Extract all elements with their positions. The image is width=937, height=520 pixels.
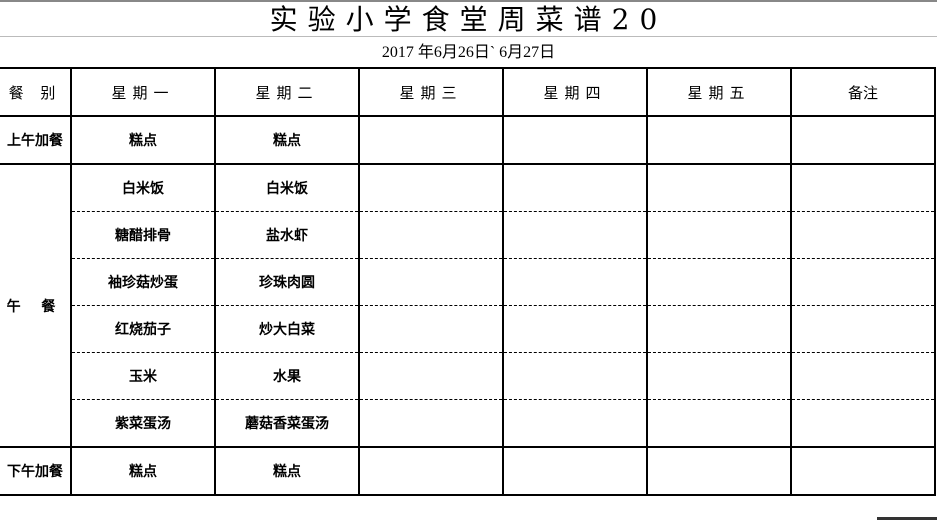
cell <box>358 211 504 259</box>
cell: 水果 <box>214 352 360 400</box>
table-row: 玉米 水果 <box>0 352 936 400</box>
cell: 盐水虾 <box>214 211 360 259</box>
header-thu: 星期四 <box>502 67 648 117</box>
cell <box>790 211 936 259</box>
cell <box>646 211 792 259</box>
cell <box>358 399 504 448</box>
header-meal: 餐 别 <box>0 67 72 117</box>
cell <box>790 446 936 496</box>
cell: 糕点 <box>214 446 360 496</box>
cell <box>502 352 648 400</box>
cell <box>502 258 648 306</box>
cell: 蘑菇香菜蛋汤 <box>214 399 360 448</box>
scrollbar-edge <box>877 517 937 520</box>
cell: 紫菜蛋汤 <box>70 399 216 448</box>
cell <box>502 115 648 165</box>
header-fri: 星期五 <box>646 67 792 117</box>
cell <box>358 352 504 400</box>
cell <box>646 163 792 212</box>
cell <box>790 399 936 448</box>
top-border <box>0 0 937 2</box>
header-mon: 星期一 <box>70 67 216 117</box>
table-row: 糖醋排骨 盐水虾 <box>0 211 936 259</box>
cell <box>790 258 936 306</box>
table-row: 下午加餐 糕点 糕点 <box>0 446 936 496</box>
page-title: 实验小学食堂周菜谱20 <box>269 3 668 36</box>
cell <box>646 399 792 448</box>
cell <box>646 446 792 496</box>
cell: 红烧茄子 <box>70 305 216 353</box>
cell <box>790 305 936 353</box>
cell <box>790 352 936 400</box>
divider <box>0 36 937 37</box>
header-tue: 星期二 <box>214 67 360 117</box>
cell: 珍珠肉圆 <box>214 258 360 306</box>
meal-label: 下午加餐 <box>0 446 72 496</box>
cell <box>646 115 792 165</box>
cell: 糖醋排骨 <box>70 211 216 259</box>
cell: 袖珍菇炒蛋 <box>70 258 216 306</box>
cell <box>502 446 648 496</box>
header-notes: 备注 <box>790 67 936 117</box>
cell: 糕点 <box>214 115 360 165</box>
table-row: 上午加餐 糕点 糕点 <box>0 115 936 165</box>
table-row: 午 餐 白米饭 白米饭 <box>0 163 936 448</box>
table-row: 紫菜蛋汤 蘑菇香菜蛋汤 <box>0 399 936 448</box>
table-row: 红烧茄子 炒大白菜 <box>0 305 936 353</box>
cell <box>790 163 936 212</box>
cell: 糕点 <box>70 115 216 165</box>
cell <box>502 399 648 448</box>
cell: 白米饭 <box>214 163 360 212</box>
cell <box>358 305 504 353</box>
cell: 炒大白菜 <box>214 305 360 353</box>
cell <box>646 352 792 400</box>
cell <box>358 446 504 496</box>
cell <box>358 115 504 165</box>
cell: 白米饭 <box>70 163 216 212</box>
cell <box>358 163 504 212</box>
cell <box>790 115 936 165</box>
cell <box>502 163 648 212</box>
cell: 玉米 <box>70 352 216 400</box>
cell <box>646 305 792 353</box>
cell <box>358 258 504 306</box>
header-wed: 星期三 <box>358 67 504 117</box>
header-row: 餐 别 星期一 星期二 星期三 星期四 星期五 备注 <box>0 67 936 117</box>
menu-table: 餐 别 星期一 星期二 星期三 星期四 星期五 备注 上午加餐 糕点 糕点 午 … <box>0 67 936 496</box>
cell <box>502 211 648 259</box>
cell <box>502 305 648 353</box>
meal-label: 上午加餐 <box>0 115 72 165</box>
cell <box>646 258 792 306</box>
date-range: 2017 年6月26日` 6月27日 <box>381 44 556 61</box>
table-row: 袖珍菇炒蛋 珍珠肉圆 <box>0 258 936 306</box>
meal-label: 午 餐 <box>0 163 72 448</box>
cell: 糕点 <box>70 446 216 496</box>
